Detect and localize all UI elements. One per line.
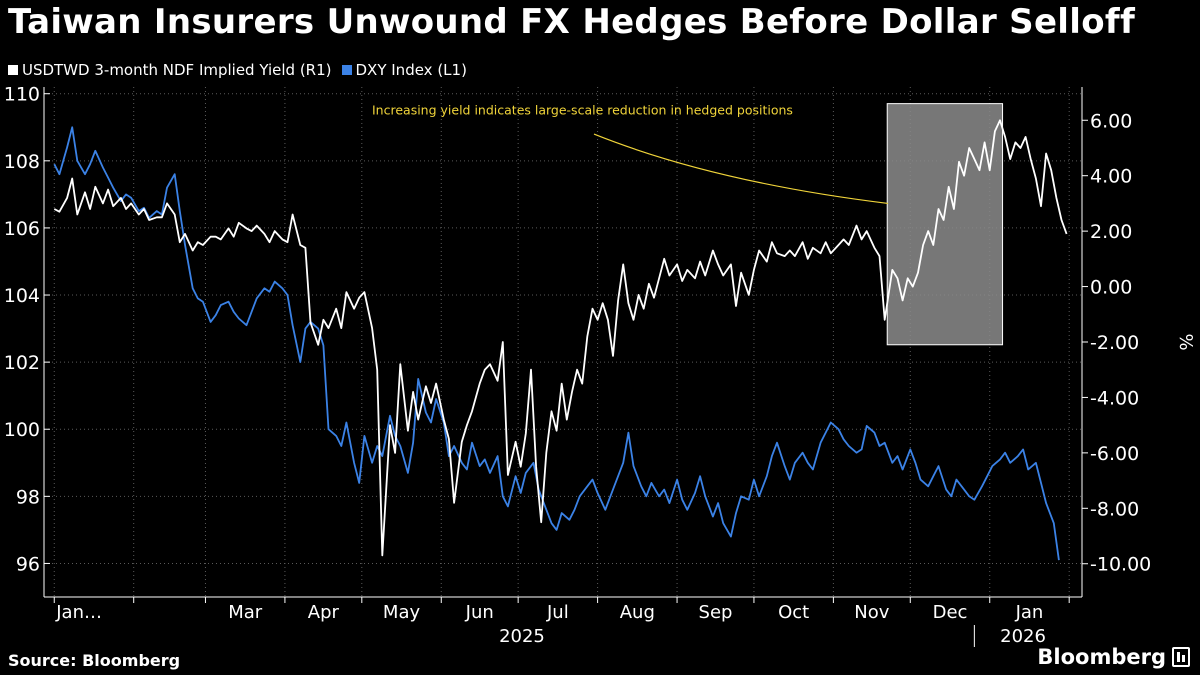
month-tick-label: Dec [933, 602, 968, 623]
month-tick-label: Jul [546, 602, 569, 623]
right-tick-label: 6.00 [1090, 110, 1132, 132]
year-label-2026: 2026 [1000, 626, 1046, 647]
series-line-ndf-yield [53, 119, 1068, 557]
legend-label-ndf-yield: USDTWD 3-month NDF Implied Yield (R1) [22, 61, 332, 79]
left-tick-label: 100 [4, 419, 40, 441]
month-tick-label: Jun [465, 602, 494, 623]
bloomberg-logo: Bloomberg [1037, 645, 1190, 669]
month-tick-label: May [383, 602, 421, 623]
legend-item-ndf-yield: USDTWD 3-month NDF Implied Yield (R1) [8, 61, 332, 79]
highlight-region [886, 103, 1004, 346]
series-lines [53, 119, 1068, 561]
right-tick-label: -2.00 [1090, 332, 1139, 354]
month-tick-label: Apr [308, 602, 340, 623]
month-tick-label: Oct [778, 602, 809, 623]
month-tick-label: Nov [854, 602, 889, 623]
legend: USDTWD 3-month NDF Implied Yield (R1) DX… [8, 61, 467, 79]
right-tick-label: -4.00 [1090, 387, 1139, 409]
right-tick-label: -6.00 [1090, 443, 1139, 465]
right-tick-label: -8.00 [1090, 498, 1139, 520]
series-line-dxy [53, 126, 1060, 561]
chart-title: Taiwan Insurers Unwound FX Hedges Before… [8, 2, 1136, 42]
month-tick-label: Mar [228, 602, 263, 623]
right-tick-label: 2.00 [1090, 221, 1132, 243]
brand-name: Bloomberg [1037, 645, 1166, 669]
right-axis-unit-label: % [1175, 333, 1196, 350]
left-tick-label: 96 [16, 553, 40, 575]
legend-label-dxy: DXY Index (L1) [355, 61, 467, 79]
bloomberg-mark-icon [1172, 647, 1190, 667]
left-tick-label: 98 [16, 486, 40, 508]
right-tick-label: 0.00 [1090, 277, 1132, 299]
source-note: Source: Bloomberg [8, 651, 181, 670]
axes [43, 87, 1088, 647]
month-tick-label: Jan… [55, 602, 102, 623]
legend-item-dxy: DXY Index (L1) [341, 61, 467, 79]
left-tick-label: 108 [4, 151, 40, 173]
annotation-pointer [593, 133, 889, 205]
right-tick-label: 4.00 [1090, 166, 1132, 188]
right-tick-label: -10.00 [1090, 554, 1151, 576]
month-tick-label: Jan [1015, 602, 1044, 623]
month-tick-label: Sep [699, 602, 733, 623]
legend-swatch-blue [341, 65, 352, 75]
tick-labels: 96 98 100 102 104 106 108 110 6.00 4.00 2.00 0.00 -2… [4, 84, 1152, 647]
year-label-2025: 2025 [499, 626, 545, 647]
legend-swatch-white [8, 65, 18, 75]
annotation-text: Increasing yield indicates large-scale r… [372, 103, 793, 118]
left-tick-label: 106 [4, 218, 40, 240]
left-tick-label: 110 [4, 84, 40, 106]
left-tick-label: 102 [4, 352, 40, 374]
left-tick-label: 104 [4, 285, 40, 307]
month-tick-label: Aug [620, 602, 655, 623]
